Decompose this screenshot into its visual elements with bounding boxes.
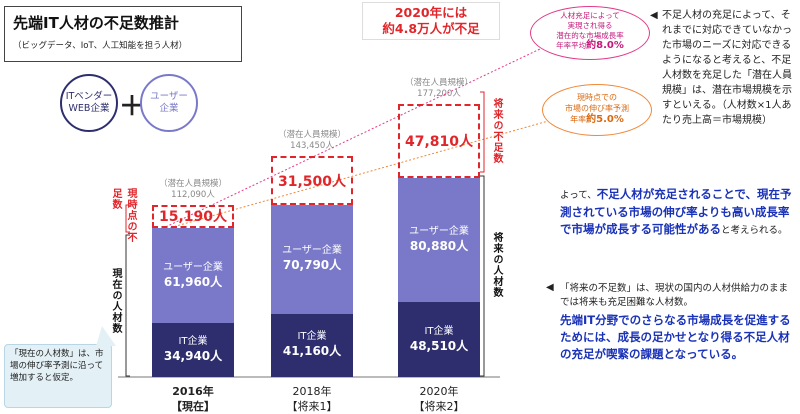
note-top-marker: ◀	[650, 10, 658, 21]
x-axis-year: 2016年	[172, 385, 214, 398]
future-shortage-label: 将来の不足数	[491, 98, 502, 164]
bubble-orange-line1: 現時点での	[577, 93, 617, 102]
legend-user: ユーザー 企業	[140, 74, 198, 132]
bar-user-segment: ユーザー企業 70,790人	[271, 204, 353, 314]
page-title: 先端IT人材の不足数推計	[13, 14, 179, 32]
note-mid-prefix: よって、	[560, 190, 597, 201]
callout-pointer	[96, 326, 116, 346]
bar-it-label: IT企業	[297, 331, 327, 343]
potential-size-label: （潜在人員規模）	[404, 78, 473, 89]
note-bottom: ◀ 「将来の不足数」は、現状の国内の人材供給力のままでは将来も充足困難な人材数。…	[546, 282, 796, 363]
bar-shortage-segment: 31,500人	[271, 156, 353, 205]
note-bottom-text: 「将来の不足数」は、現状の国内の人材供給力のままでは将来も充足困難な人材数。	[560, 283, 789, 308]
bar-user-value: 70,790人	[282, 258, 342, 273]
note-top: ◀ 不足人材の充足によって、それまでに対応できていなかった市場のニーズに対応でき…	[650, 8, 796, 128]
bubble-orange-line2: 市場の伸び率予測	[565, 104, 629, 113]
bar-shortage-segment: 47,810人	[398, 104, 480, 178]
legend-user-label: ユーザー 企業	[150, 91, 188, 114]
bar-it-label: IT企業	[424, 325, 454, 337]
bubble-pink-line1: 人材充足によって	[560, 11, 620, 20]
shortage-value: 15,190人	[158, 209, 228, 226]
bar-user-segment: ユーザー企業 61,960人	[152, 227, 234, 324]
bar-it-label: IT企業	[178, 336, 208, 348]
potential-size-value: 177,200人	[417, 89, 461, 100]
note-mid-suffix: と考えられる。	[721, 225, 788, 236]
x-axis-label: 2018年【将来1】	[261, 384, 363, 414]
headline: 2020年には 約4.8万人が不足	[362, 2, 500, 40]
page-subtitle: （ビッグデータ、IoT、人工知能を担う人材）	[13, 41, 188, 51]
callout-text: 「現在の人材数」は、市場の伸び率予測に沿って増加すると仮定。	[10, 349, 104, 383]
potential-size-caption: （潜在人員規模） 177,200人	[384, 78, 494, 100]
potential-size-caption: （潜在人員規模） 143,450人	[257, 130, 367, 152]
note-mid-bold: 不足人材が充足されることで、現在予測されている市場の伸び率よりも高い成長率で市場…	[560, 187, 792, 236]
potential-size-label: （潜在人員規模）	[277, 130, 346, 141]
note-top-text: 不足人材の充足によって、それまでに対応できていなかった市場のニーズに対応できるよ…	[662, 10, 792, 126]
bubble-pink-pct: 約8.0%	[586, 40, 624, 51]
bar-user-label: ユーザー企業	[163, 261, 223, 273]
potential-size-value: 112,090人	[171, 189, 215, 200]
note-bottom-bold: 先端IT分野でのさらなる市場成長を促進するためには、成長の足かせとなり得る不足人…	[560, 313, 791, 361]
bubble-pink-line2: 実現され得る	[567, 21, 613, 30]
x-axis-tag: 【将来1】	[286, 400, 338, 413]
trend-line-pink	[154, 29, 581, 233]
bar-it-segment: IT企業 41,160人	[271, 313, 353, 377]
note-bottom-marker: ◀	[546, 282, 554, 293]
potential-size-label: （潜在人員規模）	[158, 178, 227, 189]
note-mid: よって、不足人材が充足されることで、現在予測されている市場の伸び率よりも高い成長…	[560, 186, 796, 239]
bracket-current-staff	[125, 234, 130, 377]
shortage-value: 47,810人	[404, 134, 474, 151]
bar-user-segment: ユーザー企業 80,880人	[398, 177, 480, 303]
growth-bubble-forecast: 現時点での 市場の伸び率予測 年率約5.0%	[542, 84, 652, 136]
legend-it-vendor: ITベンダー WEB企業	[60, 74, 118, 132]
bracket-future-staff	[480, 175, 485, 377]
bubble-orange-pct: 約5.0%	[586, 114, 624, 125]
bar-it-value: 34,940人	[163, 349, 223, 364]
x-axis-tag: 【現在】	[171, 400, 215, 413]
bubble-pink-rate: 年率平均約8.0%	[556, 40, 624, 51]
future-staff-label: 将来の人材数	[491, 232, 502, 298]
bar-user-value: 61,960人	[163, 274, 223, 289]
x-axis-year: 2020年	[419, 385, 459, 398]
assumption-callout: 「現在の人材数」は、市場の伸び率予測に沿って増加すると仮定。	[4, 344, 112, 408]
bar-it-segment: IT企業 34,940人	[152, 323, 234, 377]
x-axis-tag: 【将来2】	[413, 400, 465, 413]
trend-line-orange	[154, 111, 581, 233]
bar-it-value: 48,510人	[409, 338, 469, 353]
x-axis-label: 2016年【現在】	[142, 384, 244, 414]
x-axis-label: 2020年【将来2】	[388, 384, 490, 414]
bar-user-label: ユーザー企業	[282, 245, 342, 257]
bubble-orange-rate: 年率約5.0%	[570, 114, 624, 125]
current-shortage-label: 現時点の不足数	[110, 188, 136, 243]
potential-size-value: 143,450人	[290, 141, 334, 152]
bar-user-label: ユーザー企業	[409, 226, 469, 238]
bar-user-value: 80,880人	[409, 239, 469, 254]
bar-it-value: 41,160人	[282, 344, 342, 359]
headline-line1: 2020年には	[394, 5, 468, 20]
title-box: 先端IT人材の不足数推計 （ビッグデータ、IoT、人工知能を担う人材）	[4, 6, 242, 62]
headline-line2: 約4.8万人が不足	[382, 21, 480, 36]
bar-shortage-segment: 15,190人	[152, 204, 234, 228]
bar-it-segment: IT企業 48,510人	[398, 302, 480, 377]
growth-bubble-potential: 人材充足によって 実現され得る 潜在的な市場成長率 年率平均約8.0%	[530, 6, 650, 60]
bracket-future-shortage	[480, 91, 485, 173]
bubble-pink-line3: 潜在的な市場成長率	[556, 31, 624, 40]
current-staff-label: 現在の人材数	[110, 268, 121, 334]
x-axis-year: 2018年	[292, 385, 332, 398]
potential-size-caption: （潜在人員規模） 112,090人	[138, 179, 248, 201]
shortage-value: 31,500人	[277, 173, 347, 190]
bracket-current-shortage	[125, 204, 130, 233]
legend-it-vendor-label: ITベンダー WEB企業	[65, 91, 113, 114]
